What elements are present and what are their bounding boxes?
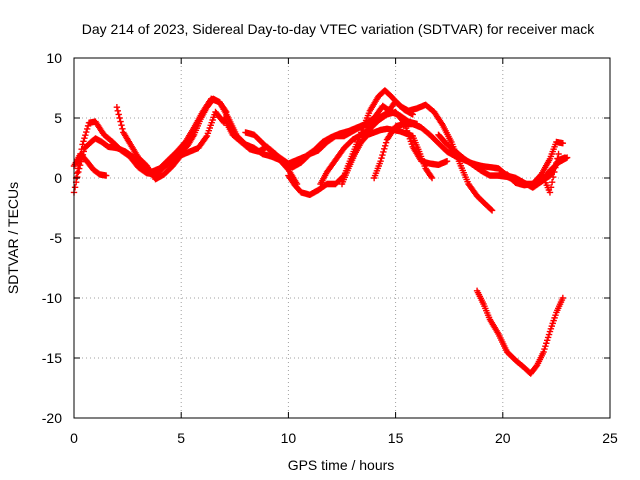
data-point [541, 345, 548, 353]
y-tick-label: -20 [42, 410, 62, 426]
data-point [443, 158, 451, 165]
data-point [553, 159, 560, 167]
data-point [80, 138, 87, 145]
x-axis-label: GPS time / hours [288, 457, 395, 473]
data-point [545, 331, 553, 338]
data-marks [70, 87, 571, 377]
series-track-4 [113, 104, 228, 183]
data-point [487, 206, 495, 213]
y-tick-label: 0 [54, 170, 62, 186]
data-point [381, 145, 388, 153]
data-point [117, 118, 124, 125]
data-point [543, 340, 550, 347]
x-tick-label: 20 [495, 430, 511, 446]
axis-ticks [73, 57, 611, 419]
x-tick-label: 10 [281, 430, 297, 446]
y-tick-label: -15 [42, 350, 62, 366]
y-tick-label: 5 [54, 110, 62, 126]
data-point [377, 158, 384, 165]
data-point [548, 179, 556, 186]
data-point [83, 128, 90, 136]
data-point [82, 131, 89, 139]
data-point [488, 207, 496, 214]
data-point [559, 140, 567, 147]
data-point [202, 134, 210, 141]
data-point [73, 170, 81, 177]
y-tick-label: -5 [50, 230, 63, 246]
data-point [81, 135, 88, 142]
data-point [559, 294, 567, 302]
data-point [555, 150, 562, 158]
series-track-13 [473, 287, 567, 377]
grid-lines [74, 58, 610, 418]
data-point [116, 114, 123, 122]
x-tick-label: 15 [388, 430, 404, 446]
data-point [113, 104, 121, 111]
x-tick-label: 0 [70, 430, 78, 446]
chart-title: Day 214 of 2023, Sidereal Day-to-day VTE… [82, 21, 595, 37]
tick-labels: 0 5 10 15 20 25 -20 -15 -10 -5 0 5 10 [42, 50, 618, 446]
data-point [549, 173, 557, 181]
y-tick-label: -10 [42, 290, 62, 306]
data-point [222, 107, 229, 114]
data-point [427, 173, 435, 180]
data-point [114, 107, 121, 114]
data-point [381, 142, 389, 149]
data-point [544, 337, 551, 344]
data-point [546, 189, 554, 196]
data-point [552, 164, 559, 171]
data-point [379, 151, 386, 159]
data-point [380, 148, 387, 156]
x-tick-label: 25 [602, 430, 618, 446]
data-point [84, 122, 92, 130]
y-tick-label: 10 [46, 50, 62, 66]
x-tick-label: 5 [177, 430, 185, 446]
data-point [428, 174, 436, 182]
data-point [551, 168, 558, 176]
data-point [378, 154, 385, 162]
data-point [71, 184, 79, 191]
data-point [78, 146, 85, 153]
data-point [83, 125, 91, 133]
series-track-14 [542, 150, 562, 196]
series-track-3 [70, 150, 110, 179]
data-point [554, 155, 561, 162]
data-point [119, 125, 126, 132]
data-point [561, 154, 569, 161]
y-axis-label: SDTVAR / TECUs [5, 182, 21, 294]
data-point [542, 342, 549, 350]
data-point [547, 184, 555, 191]
data-point [544, 334, 552, 341]
data-point [79, 141, 86, 148]
data-point [540, 348, 547, 356]
data-point [74, 165, 82, 172]
data-point [382, 139, 390, 146]
data-point [115, 111, 122, 118]
data-point [223, 108, 230, 116]
data-point [118, 122, 125, 129]
data-point [102, 172, 110, 179]
